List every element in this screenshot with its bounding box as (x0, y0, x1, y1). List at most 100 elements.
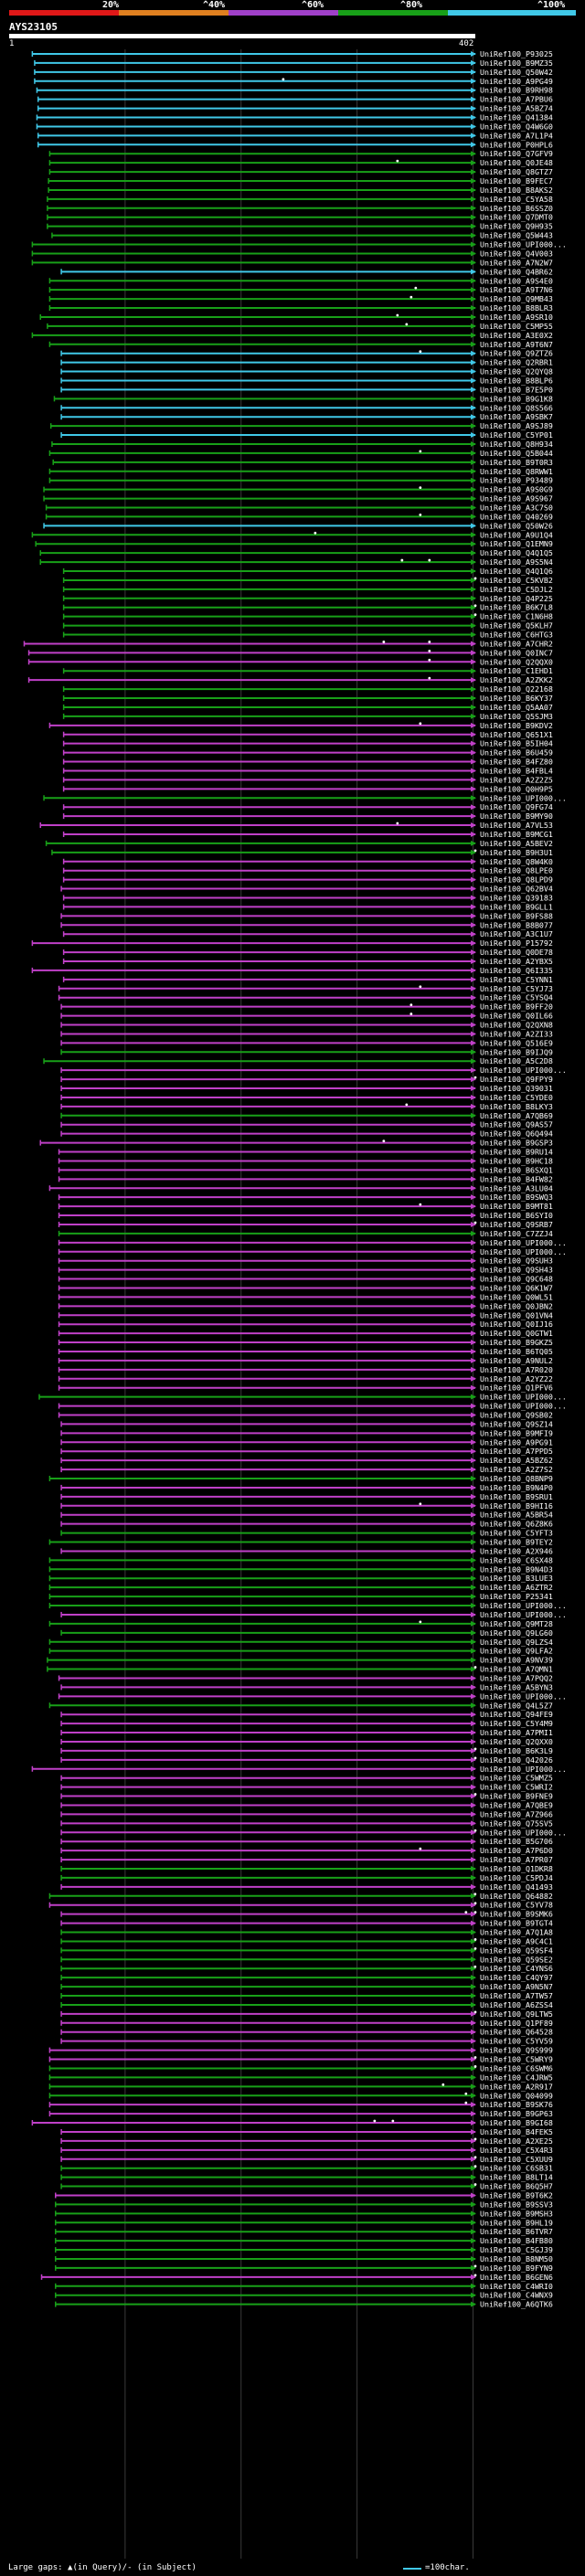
hit-label[interactable]: UniRef100_B4FB80 (480, 2236, 553, 2245)
hit-row[interactable]: UniRef100_Q7GFV9 (48, 149, 553, 158)
hit-label[interactable]: UniRef100_Q04099 (480, 2091, 553, 2100)
hit-row[interactable]: UniRef100_A2Z7S2 (60, 1465, 553, 1474)
hit-row[interactable]: UniRef100_Q2QYQ8 (60, 367, 553, 376)
hit-row[interactable]: UniRef100_A2YZ22 (58, 1374, 553, 1383)
hit-row[interactable]: UniRef100_Q8S566 (60, 403, 553, 412)
hit-row[interactable]: UniRef100_B9SK76 (48, 2100, 553, 2109)
hit-label[interactable]: UniRef100_UPI000... (480, 1691, 567, 1701)
hit-label[interactable]: UniRef100_Q0IJ16 (480, 1320, 553, 1329)
hit-row[interactable]: UniRef100_Q94FE9 (60, 1710, 553, 1719)
hit-row[interactable]: UniRef100_B9RU14 (58, 1148, 553, 1157)
hit-label[interactable]: UniRef100_C6HTG3 (480, 631, 553, 640)
hit-row[interactable]: UniRef100_C5GJ39 (54, 2245, 553, 2254)
hit-row[interactable]: UniRef100_A9S0G9 (43, 485, 553, 494)
hit-row[interactable]: UniRef100_C5WRI2 (60, 1783, 553, 1792)
hit-row[interactable]: UniRef100_B8NM50 (54, 2254, 553, 2263)
hit-label[interactable]: UniRef100_UPI000... (480, 1765, 567, 1774)
hit-label[interactable]: UniRef100_Q8LPE0 (480, 866, 553, 875)
hit-row[interactable]: UniRef100_Q9SRB7 (58, 1220, 553, 1229)
hit-label[interactable]: UniRef100_Q94FE9 (480, 1710, 553, 1719)
hit-row[interactable]: UniRef100_A5BZ62 (60, 1456, 553, 1465)
hit-row[interactable]: UniRef100_C6SX48 (48, 1555, 553, 1564)
hit-label[interactable]: UniRef100_A9N5N7 (480, 1982, 553, 1991)
hit-row[interactable]: UniRef100_Q1PF89 (60, 2019, 553, 2028)
hit-row[interactable]: UniRef100_C5WMZ5 (60, 1774, 553, 1783)
hit-label[interactable]: UniRef100_C5WRY9 (480, 2055, 553, 2064)
hit-row[interactable]: UniRef100_A5C2D8 (43, 1056, 553, 1065)
hit-row[interactable]: UniRef100_UPI000... (43, 793, 567, 802)
hit-label[interactable]: UniRef100_A9NV39 (480, 1656, 553, 1665)
hit-label[interactable]: UniRef100_C5KVB2 (480, 576, 553, 585)
hit-label[interactable]: UniRef100_Q9SUH3 (480, 1256, 553, 1266)
hit-label[interactable]: UniRef100_C4YNS6 (480, 1964, 553, 1973)
hit-label[interactable]: UniRef100_B6U459 (480, 748, 553, 758)
hit-label[interactable]: UniRef100_B4FEK5 (480, 2127, 553, 2136)
hit-row[interactable]: UniRef100_A3E0X2 (31, 331, 553, 340)
hit-row[interactable]: UniRef100_Q2QXX0 (60, 1737, 553, 1746)
hit-label[interactable]: UniRef100_A9SBK7 (480, 412, 553, 421)
hit-label[interactable]: UniRef100_Q7GFV9 (480, 149, 553, 158)
hit-row[interactable]: UniRef100_A7P6D0 (60, 1846, 553, 1855)
hit-label[interactable]: UniRef100_Q0IL66 (480, 1012, 553, 1021)
hit-label[interactable]: UniRef100_A5BZ74 (480, 104, 553, 113)
hit-row[interactable]: UniRef100_B9N4D3 (48, 1564, 553, 1574)
hit-label[interactable]: UniRef100_P25341 (480, 1592, 553, 1601)
hit-row[interactable]: UniRef100_UPI000... (58, 1238, 567, 1247)
hit-row[interactable]: UniRef100_B9SWQ3 (58, 1193, 553, 1202)
hit-label[interactable]: UniRef100_B6Q5H7 (480, 2182, 553, 2191)
hit-row[interactable]: UniRef100_Q0H9P5 (62, 784, 553, 793)
hit-label[interactable]: UniRef100_B9FF20 (480, 1002, 553, 1012)
hit-row[interactable]: UniRef100_B9SRU1 (60, 1492, 553, 1501)
hit-row[interactable]: UniRef100_P0HPL6 (37, 140, 553, 149)
hit-label[interactable]: UniRef100_B9FNE9 (480, 1792, 553, 1801)
hit-row[interactable]: UniRef100_Q0GTW1 (58, 1329, 553, 1338)
hit-label[interactable]: UniRef100_Q9S999 (480, 2046, 553, 2055)
hit-label[interactable]: UniRef100_Q9FG74 (480, 802, 553, 811)
hit-label[interactable]: UniRef100_Q0DE78 (480, 948, 553, 957)
hit-row[interactable]: UniRef100_A9S967 (43, 494, 553, 504)
hit-row[interactable]: UniRef100_Q9LZS4 (48, 1638, 553, 1647)
hit-label[interactable]: UniRef100_C4QY97 (480, 1973, 553, 1982)
hit-row[interactable]: UniRef100_A9SBK7 (60, 412, 553, 421)
hit-label[interactable]: UniRef100_A2X946 (480, 1546, 553, 1555)
hit-row[interactable]: UniRef100_Q6K1W7 (58, 1283, 553, 1292)
hit-label[interactable]: UniRef100_C5WRI2 (480, 1783, 553, 1792)
hit-label[interactable]: UniRef100_Q9LFA2 (480, 1647, 553, 1656)
hit-label[interactable]: UniRef100_Q2QYQ8 (480, 367, 553, 376)
hit-label[interactable]: UniRef100_UPI000... (480, 1247, 567, 1256)
hit-label[interactable]: UniRef100_Q9H935 (480, 222, 553, 231)
hit-row[interactable]: UniRef100_B6SSZ0 (47, 204, 553, 213)
hit-row[interactable]: UniRef100_A5BYN3 (60, 1682, 553, 1691)
hit-row[interactable]: UniRef100_B8LT14 (60, 2173, 553, 2182)
hit-row[interactable]: UniRef100_A7VL53 (39, 821, 553, 830)
hit-row[interactable]: UniRef100_Q8W4K0 (62, 857, 553, 866)
hit-label[interactable]: UniRef100_Q39183 (480, 893, 553, 902)
hit-label[interactable]: UniRef100_B6GEN6 (480, 2273, 553, 2282)
hit-label[interactable]: UniRef100_B6TQ05 (480, 1347, 553, 1356)
hit-row[interactable]: UniRef100_A3LU04 (48, 1183, 553, 1193)
hit-row[interactable]: UniRef100_Q9SH43 (58, 1266, 553, 1275)
hit-row[interactable]: UniRef100_Q1PFV6 (58, 1383, 553, 1393)
hit-row[interactable]: UniRef100_P93025 (31, 49, 553, 58)
hit-row[interactable]: UniRef100_A7QB69 (60, 1111, 553, 1120)
hit-label[interactable]: UniRef100_B9FYN9 (480, 2263, 553, 2273)
hit-row[interactable]: UniRef100_A9NV39 (47, 1656, 553, 1665)
hit-row[interactable]: UniRef100_A2Z2Z5 (62, 775, 553, 784)
hit-row[interactable]: UniRef100_Q9LTW5 (60, 2009, 553, 2019)
hit-label[interactable]: UniRef100_B9MT81 (480, 1202, 553, 1211)
hit-label[interactable]: UniRef100_A5BEV2 (480, 839, 553, 848)
hit-row[interactable]: UniRef100_A2YBX5 (62, 957, 553, 966)
hit-label[interactable]: UniRef100_B7E5P0 (480, 385, 553, 394)
hit-label[interactable]: UniRef100_Q1PF89 (480, 2019, 553, 2028)
hit-label[interactable]: UniRef100_B4FW82 (480, 1174, 553, 1183)
hit-label[interactable]: UniRef100_C5YV78 (480, 1901, 553, 1910)
hit-row[interactable]: UniRef100_A9PG91 (60, 1437, 553, 1447)
hit-row[interactable]: UniRef100_C4JRW5 (48, 2072, 553, 2082)
hit-row[interactable]: UniRef100_Q64528 (60, 2028, 553, 2037)
hit-label[interactable]: UniRef100_B6K7L8 (480, 603, 553, 612)
hit-label[interactable]: UniRef100_A9SR10 (480, 313, 553, 322)
hit-label[interactable]: UniRef100_Q6Z8K6 (480, 1520, 553, 1529)
hit-label[interactable]: UniRef100_Q0GTW1 (480, 1329, 553, 1338)
hit-row[interactable]: UniRef100_B9MFI9 (60, 1428, 553, 1437)
hit-row[interactable]: UniRef100_A7Q1A8 (60, 1928, 553, 1937)
